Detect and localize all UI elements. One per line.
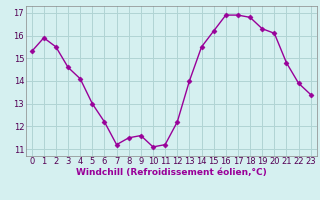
X-axis label: Windchill (Refroidissement éolien,°C): Windchill (Refroidissement éolien,°C)	[76, 168, 267, 177]
